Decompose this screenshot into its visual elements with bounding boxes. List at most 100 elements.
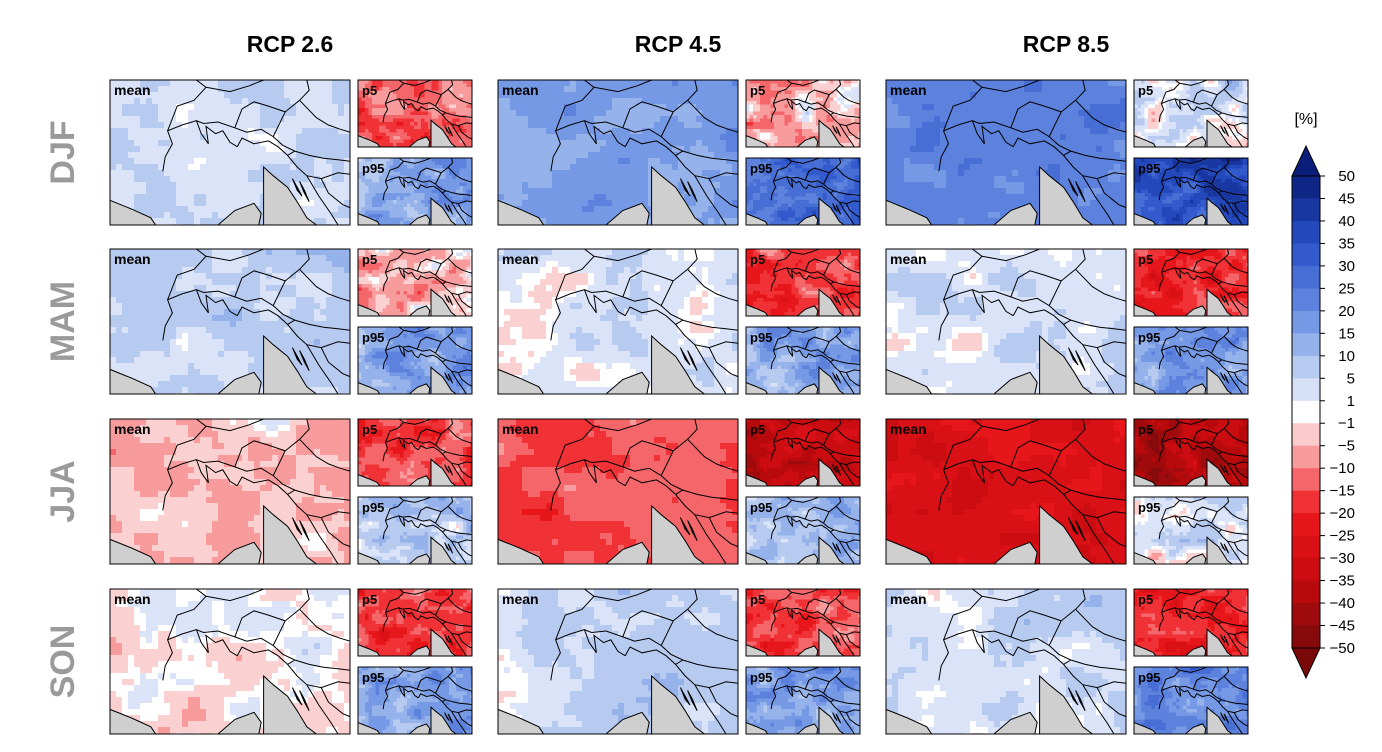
panel-jja-1-p95-label: p95 <box>362 500 384 515</box>
panel-djf-3-mean-border-0 <box>938 120 1126 172</box>
colorbar-tick-label-14: −15 <box>1330 483 1355 500</box>
panel-djf-1-p95-border-7 <box>451 201 467 225</box>
panel-djf-2-p95-frame <box>745 157 861 226</box>
panel-jja-1-p95-border-0 <box>382 515 472 540</box>
panel-mam-3-mean-sea-2 <box>1039 334 1094 394</box>
panel-mam-1-mean-border-10 <box>205 249 264 262</box>
panel-jja-3-p95: p95 <box>1133 496 1249 565</box>
panel-djf-1-p5-label: p5 <box>362 83 377 98</box>
panel-jja-2-mean-island-0 <box>679 517 691 536</box>
panel-djf-3-mean-field <box>886 80 1126 225</box>
panel-djf-2-p5-border-0 <box>770 98 860 123</box>
panel-djf-3-mean-frame <box>885 79 1127 226</box>
panel-mam-3-mean-border-7 <box>1082 344 1115 394</box>
panel-jja-2-p5-border-0 <box>770 437 860 462</box>
panel-djf-3-p95-sea-0 <box>1134 213 1157 225</box>
panel-jja-1-mean-island-1 <box>299 520 310 542</box>
panel-mam-3-p5-border-0 <box>1158 267 1248 292</box>
panel-mam-1-p5-island-1 <box>447 295 454 306</box>
panel-son-3-p5-border-7 <box>1227 632 1243 656</box>
panel-jja-1-p5-border-2 <box>398 437 419 451</box>
panel-mam-1-p95: p95 <box>357 326 473 395</box>
panel-son-1-p95-sea-0 <box>358 722 381 734</box>
panel-jja-1-p95-sea-0 <box>358 552 381 564</box>
panel-son-1-mean-sea-1 <box>217 711 262 734</box>
panel-mam-1-mean-sea-1 <box>217 371 262 394</box>
panel-djf-1-p95-border-0 <box>382 176 472 201</box>
panel-son-3-p5-border-5 <box>1223 598 1248 614</box>
panel-son-2-p95-border-2 <box>786 685 807 699</box>
panel-mam-3-p95-island-0 <box>1220 372 1226 381</box>
panel-jja-3-mean-border-2 <box>971 459 1014 487</box>
panel-mam-3-p95-border-0 <box>1158 345 1248 370</box>
panel-son-2-p95-border-8 <box>845 712 860 727</box>
panel-jja-3-p5-sea-1 <box>1184 475 1207 486</box>
panel-djf-1-p5: p5 <box>357 79 473 148</box>
panel-mam-1-p5-border-8 <box>457 294 472 309</box>
panel-jja-3-p5-border-0 <box>1158 437 1248 462</box>
panel-mam-3-mean-island-1 <box>1075 350 1086 372</box>
panel-jja-3-p5-island-1 <box>1223 465 1230 476</box>
panel-jja-3-mean-border-9 <box>1010 440 1062 468</box>
panel-mam-1-p95-sea-0 <box>358 382 381 394</box>
panel-son-1-p5-sea-0 <box>358 644 381 656</box>
panel-mam-3-p95-border-10 <box>1179 327 1208 333</box>
panel-mam-2-mean-label: mean <box>502 251 539 267</box>
panel-jja-1-p95: p95 <box>357 496 473 565</box>
panel-mam-2-p5-island-0 <box>832 294 838 303</box>
panel-djf-2-mean-sea-2 <box>651 165 706 225</box>
panel-jja-1-p5-sea-1 <box>408 475 431 486</box>
colorbar-tick-label-6: 20 <box>1338 303 1355 320</box>
panel-jja-1-mean-border-5 <box>299 438 350 472</box>
panel-mam-3-mean-border-10 <box>981 249 1040 262</box>
panel-jja-1-p5-island-1 <box>447 465 454 476</box>
panel-mam-3-p5-island-1 <box>1223 295 1230 306</box>
colorbar-tick-label-3: 35 <box>1338 235 1355 252</box>
panel-djf-1-p95-island-0 <box>444 203 450 212</box>
panel-mam-3-mean-border-9 <box>1010 270 1062 298</box>
panel-mam-2-p5-label: p5 <box>750 252 765 267</box>
panel-mam-3-p5-border-7 <box>1227 292 1243 316</box>
panel-mam-3-p95-border-5 <box>1223 336 1248 352</box>
panel-son-2-p5-border-9 <box>804 598 830 612</box>
colorbar-segment-11 <box>1292 423 1320 447</box>
panel-jja-3-mean-sea-1 <box>993 541 1038 564</box>
panel-son-3-p95-border-5 <box>1223 676 1248 692</box>
panel-djf-3-p5-sea-2 <box>1206 119 1233 147</box>
panel-jja-2-mean-island-1 <box>687 520 698 542</box>
panel-djf-2-p95-border-5 <box>835 167 860 183</box>
panel-son-3-p5-border-9 <box>1192 598 1218 612</box>
panel-jja-2-p95-frame <box>745 496 861 565</box>
panel-son-2-p95-sea-2 <box>818 706 845 734</box>
colorbar-segment-8 <box>1292 355 1320 379</box>
panel-mam-3-p95-sea-1 <box>1184 383 1207 394</box>
panel-djf-2-p95-border-2 <box>786 176 807 190</box>
panel-jja-1-p5-border-9 <box>416 428 442 442</box>
panel-mam-1-p95-label: p95 <box>362 330 384 345</box>
panel-mam-1-p5-border-10 <box>403 249 432 255</box>
panel-djf-1-p95-border-8 <box>457 203 472 218</box>
panel-djf-3-p5-border-2 <box>1174 98 1195 112</box>
panel-djf-1-p5-border-5 <box>447 89 472 105</box>
panel-son-3-mean-sea-0 <box>886 708 933 734</box>
panel-mam-3-mean-border-0 <box>938 289 1126 341</box>
panel-jja-3-p5: p5 <box>1133 418 1249 487</box>
panel-djf-3-p95-border-6 <box>1218 192 1248 205</box>
colorbar-tick-label-2: 40 <box>1338 213 1355 230</box>
panel-djf-2-mean-sea-1 <box>605 202 650 225</box>
panel-djf-1-mean-label: mean <box>114 82 151 98</box>
panel-mam-2-mean-sea-2 <box>651 334 706 394</box>
panel-jja-3-p95-border-8 <box>1233 542 1248 557</box>
panel-djf-3-mean-sea-0 <box>886 199 933 225</box>
panel-son-2-p5-field <box>746 589 860 656</box>
panel-jja-2-mean-border-6 <box>675 494 738 519</box>
panel-son-2-p95-island-1 <box>835 713 842 724</box>
panel-mam-1-p95-frame <box>357 326 473 395</box>
panel-mam-1-mean-border-6 <box>287 324 350 349</box>
panel-djf-3-mean-border-2 <box>971 120 1014 148</box>
panel-jja-3-p95-island-0 <box>1220 542 1226 551</box>
colorbar-segment-13 <box>1292 468 1320 492</box>
panel-son-1-mean: mean <box>109 588 351 735</box>
panel-son-3-mean-island-1 <box>1075 690 1086 712</box>
